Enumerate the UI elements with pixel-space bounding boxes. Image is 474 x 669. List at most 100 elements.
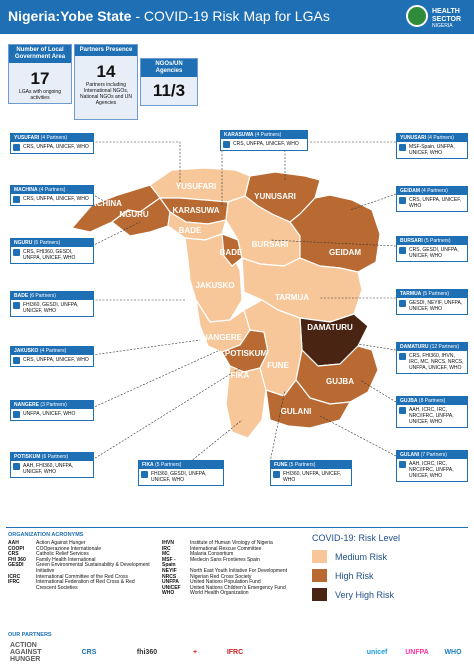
map-label-nguru: NGURU [119,210,149,219]
acronym-row: IRC International Rescue Committee [162,545,262,552]
stat-partners-presence: Partners Presence 14 Partners including … [74,44,138,120]
partner-logo: ACTION AGAINST HUNGER [10,641,42,663]
partner-icon [141,471,148,478]
callout-nangere: NANGERE (3 Partners) UNFPA, UNICEF, WHO [10,400,94,421]
map-label-karasuwa: KARASUWA [172,206,219,215]
legend-swatch [312,550,327,563]
map-label-nangere: NANGERE [202,333,243,342]
acronym-row: UNFPA United Nations Population Fund [162,579,261,586]
legend-item-very-high: Very High Risk [312,585,462,604]
partner-logo [330,642,364,662]
acronym-row: AAH Action Against Hunger [8,540,86,546]
partner-icon [399,247,406,254]
callout-jakusko: JAKUSKO (4 Partners) CRS, UNFPA, UNICEF, … [10,346,94,367]
callout-potiskum: POTISKUM (6 Partners) AAH, FHI360, UNFPA,… [10,452,94,478]
partner-icon [399,461,406,468]
map-label-yusufari: YUSUFARI [176,182,216,191]
map-label-fika: FIKA [231,371,250,380]
partner-logo: fhi360 [136,648,158,656]
partner-logo: UNFPA [405,648,429,656]
partner-icon [223,141,230,148]
map-label-bade: BADE [179,226,202,235]
partner-icon [13,302,20,309]
acronym-row: IFRC International Federation of Red Cros… [8,579,135,591]
map-label-bursari: BURSARI [252,240,288,249]
partner-icon [13,463,20,470]
callout-gulani: GULANI (7 Partners) AAH, ICRC, IRC, NRC/I… [396,450,468,482]
callout-fune: FUNE (5 Partners) FHI360, UNFPA, UNICEF, … [270,460,352,486]
map-label-potiskum: POTISKUM [225,349,268,358]
partner-icon [273,471,280,478]
callout-damaturu: DAMATURU (12 Partners) CRS, FHI360, IHVN,… [396,342,468,374]
acronym-row: IHVN Institute of Human Virology of Niger… [162,540,273,546]
acronym-row: GESDI Green Environmental Sustainability … [8,562,150,574]
lga-bade-2 [221,233,243,267]
callout-yusufari: YUSUFARI (4 Partners) CRS, UNFPA, UNICEF,… [10,133,94,154]
map-label-fune: FUNE [267,361,289,370]
partner-icon [399,197,406,204]
acronym-row: NEYIF North East Youth Initiative For Dev… [162,567,287,574]
partner-logo: unicef [366,648,388,656]
partner-icon [399,144,406,151]
partner-icon [13,411,20,418]
acronym-row: FHI 360 Family Health International [8,556,96,563]
callout-nguru: NGURU (6 Partners) CRS, FHI360, GESDI, UN… [10,238,94,264]
partner-logo [300,642,334,662]
callout-gujba: GUJBA (8 Partners) AAH, ICRC, IRC, NRC/IF… [396,396,468,428]
acronym-row: MC Malaria Consortium [162,551,234,558]
acronyms-left: AAH Action Against Hunger COOPI COOperazion… [8,540,156,591]
legend-item-high: High Risk [312,566,462,585]
acronym-row: UNICEF United Nations Children's Emergenc… [162,584,286,591]
coat-of-arms-icon [406,5,428,27]
callout-fika: FIKA (5 Partners) FHI360, GESDI, UNFPA, U… [138,460,224,486]
partner-icon [13,249,20,256]
partner-icon [13,196,20,203]
partner-icon [13,144,20,151]
acronym-row: MSF - Spain Medecin Sans Frontieres Spain [162,556,260,569]
divider [6,527,468,528]
partner-logo: CRS [81,648,97,656]
lga-gulani [265,379,351,429]
partner-icon [399,300,406,307]
partner-icon [399,407,406,414]
callout-machina: MACHINA (4 Partners) CRS, UNFPA, UNICEF, … [10,185,94,206]
acronyms-right: IHVN Institute of Human Virology of Niger… [162,540,310,597]
map-label-machina: MACHINA [84,199,122,208]
map-label-yunusari: YUNUSARI [254,192,296,201]
partner-logo [260,642,294,662]
legend-swatch [312,569,327,582]
header-bar: Nigeria:Yobe State - COVID-19 Risk Map f… [0,0,474,34]
acronyms-title: ORGANIZATION ACRONYMS [8,532,84,538]
legend-title: COVID-19: Risk Level [312,533,401,543]
legend-swatch [312,588,327,601]
map-label-gulani: GULANI [281,407,312,416]
acronym-row: NRCS Nigerian Red Cross Society [162,573,252,580]
map-label-jakusko: JAKUSKO [195,281,234,290]
map-label-tarmua: TARMUA [275,293,309,302]
legend-item-medium: Medium Risk [312,547,462,566]
page-title: Nigeria:Yobe State - COVID-19 Risk Map f… [8,8,330,24]
lga-gujba [295,345,379,405]
map-label-gujba: GUJBA [326,377,354,386]
acronym-row: COOPI COOperazione Internationale [8,545,102,552]
lga-geidam [289,194,381,273]
map-label-damaturu: DAMATURU [307,323,353,332]
callout-tarmua: TARMUA (5 Partners) GESDI, NEYIF, UNFPA, … [396,289,468,315]
callout-karasuwa: KARASUWA (4 Partners) CRS, UNFPA, UNICEF,… [220,130,308,151]
partner-icon [399,353,406,360]
acronym-row: ICRC International Committee of the Red C… [8,573,128,580]
callout-yunusari: YUNUSARI (4 Partners) MSF-Spain, UNFPA, U… [396,133,468,159]
partner-icon [13,357,20,364]
acronym-row: WHO World Health Organization [162,590,249,597]
partner-logo: WHO [444,648,462,656]
partner-logo: IFRC [226,648,244,656]
callout-bursari: BURSARI (5 Partners) CRS, GESDI, UNFPA, U… [396,236,468,262]
map-label-bade: BADE [220,248,243,257]
stat-ngos-un: NGOs/UN Agencies 11/3 [140,58,198,106]
partners-title: OUR PARTNERS [8,632,52,638]
callout-bade: BADE (6 Partners) FHI360, GESDI, UNFPA, U… [10,291,94,317]
lga-fika [225,365,267,439]
map-label-geidam: GEIDAM [329,248,361,257]
health-sector-logo: HEALTH SECTOR NIGERIA [406,3,468,31]
